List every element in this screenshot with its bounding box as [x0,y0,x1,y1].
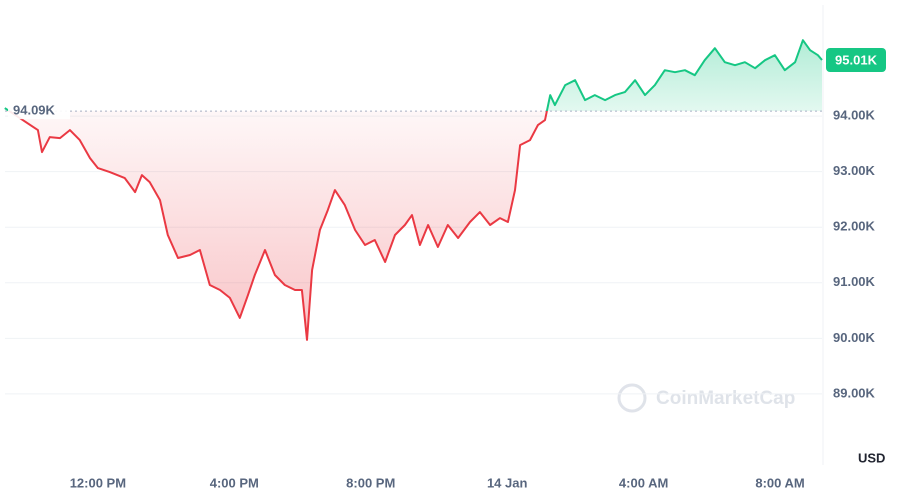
last-price-label: 95.01K [835,52,878,67]
x-tick-label: 14 Jan [487,475,528,490]
last-price-tag [826,48,886,72]
x-tick-label: 8:00 AM [755,475,804,490]
x-tick-label: 12:00 PM [70,475,126,490]
x-tick-label: 4:00 AM [619,475,668,490]
y-tick-label: 92.00K [833,219,876,234]
x-tick-label: 8:00 PM [346,475,395,490]
x-tick-label: 4:00 PM [210,475,259,490]
y-tick-label: 90.00K [833,330,876,345]
y-tick-label: 93.00K [833,163,876,178]
y-axis-label: USD [858,450,885,465]
baseline-label: 94.09K [13,103,56,118]
y-tick-label: 94.00K [833,108,876,123]
baseline-label-bg [8,101,70,120]
price-area [4,40,823,340]
y-tick-label: 89.00K [833,385,876,400]
price-line [4,39,823,341]
watermark: CoinMarketCap [617,383,795,413]
watermark-text: CoinMarketCap [656,388,795,409]
y-tick-label: 91.00K [833,274,876,289]
